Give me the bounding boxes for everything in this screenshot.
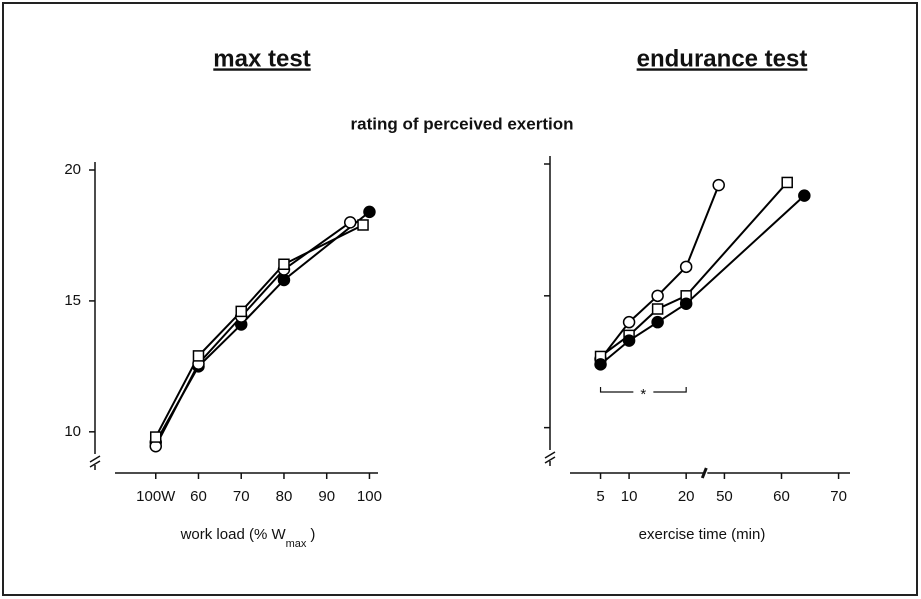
marker: [343, 216, 357, 229]
marker: [357, 219, 369, 231]
x-label-text: work load (% W: [180, 526, 287, 543]
x-tick-label: 100W: [136, 488, 176, 505]
heading: rating of perceived exertion: [351, 114, 574, 133]
marker: [192, 350, 205, 362]
axis-break: [544, 456, 556, 464]
marker: [594, 358, 607, 371]
axis-break: [89, 460, 101, 468]
marker: [781, 176, 793, 189]
x-tick-label: 70: [830, 488, 847, 505]
axis-break: [89, 455, 101, 463]
x-axis-label: work load (% Wmax): [180, 526, 316, 550]
marker: [277, 273, 291, 287]
x-tick-label: 20: [678, 488, 695, 505]
x-tick-label: 10: [621, 488, 638, 505]
axis-break: [700, 467, 708, 479]
marker: [679, 260, 693, 274]
x-tick-label: 5: [596, 488, 604, 505]
y-tick-label: 20: [64, 161, 81, 178]
significance-label: *: [640, 386, 646, 403]
marker: [798, 189, 811, 202]
significance-bracket: [599, 387, 687, 393]
x-tick-label: 60: [773, 488, 790, 505]
x-tick-label: 60: [190, 488, 207, 505]
x-tick-label: 50: [716, 488, 733, 505]
marker: [149, 431, 162, 443]
x-label-end: ): [310, 526, 315, 543]
marker: [622, 334, 636, 347]
marker: [235, 305, 247, 318]
x-tick-label: 90: [318, 488, 335, 505]
y-tick-label: 15: [64, 292, 81, 309]
x-tick-label: 70: [233, 488, 250, 505]
marker: [651, 289, 664, 303]
chart-title: max test: [213, 45, 310, 72]
marker: [679, 297, 693, 310]
marker: [651, 315, 664, 329]
x-axis-label: exercise time (min): [639, 526, 766, 543]
marker: [622, 315, 636, 329]
marker: [651, 303, 664, 315]
marker: [712, 178, 725, 192]
x-tick-label: 100: [357, 488, 382, 505]
y-tick-label: 10: [64, 423, 81, 440]
x-label-sub: max: [286, 538, 307, 550]
x-tick-label: 80: [276, 488, 293, 505]
marker: [278, 258, 290, 271]
chart-title: endurance test: [637, 45, 808, 72]
marker: [363, 205, 376, 219]
axis-break: [544, 451, 556, 459]
